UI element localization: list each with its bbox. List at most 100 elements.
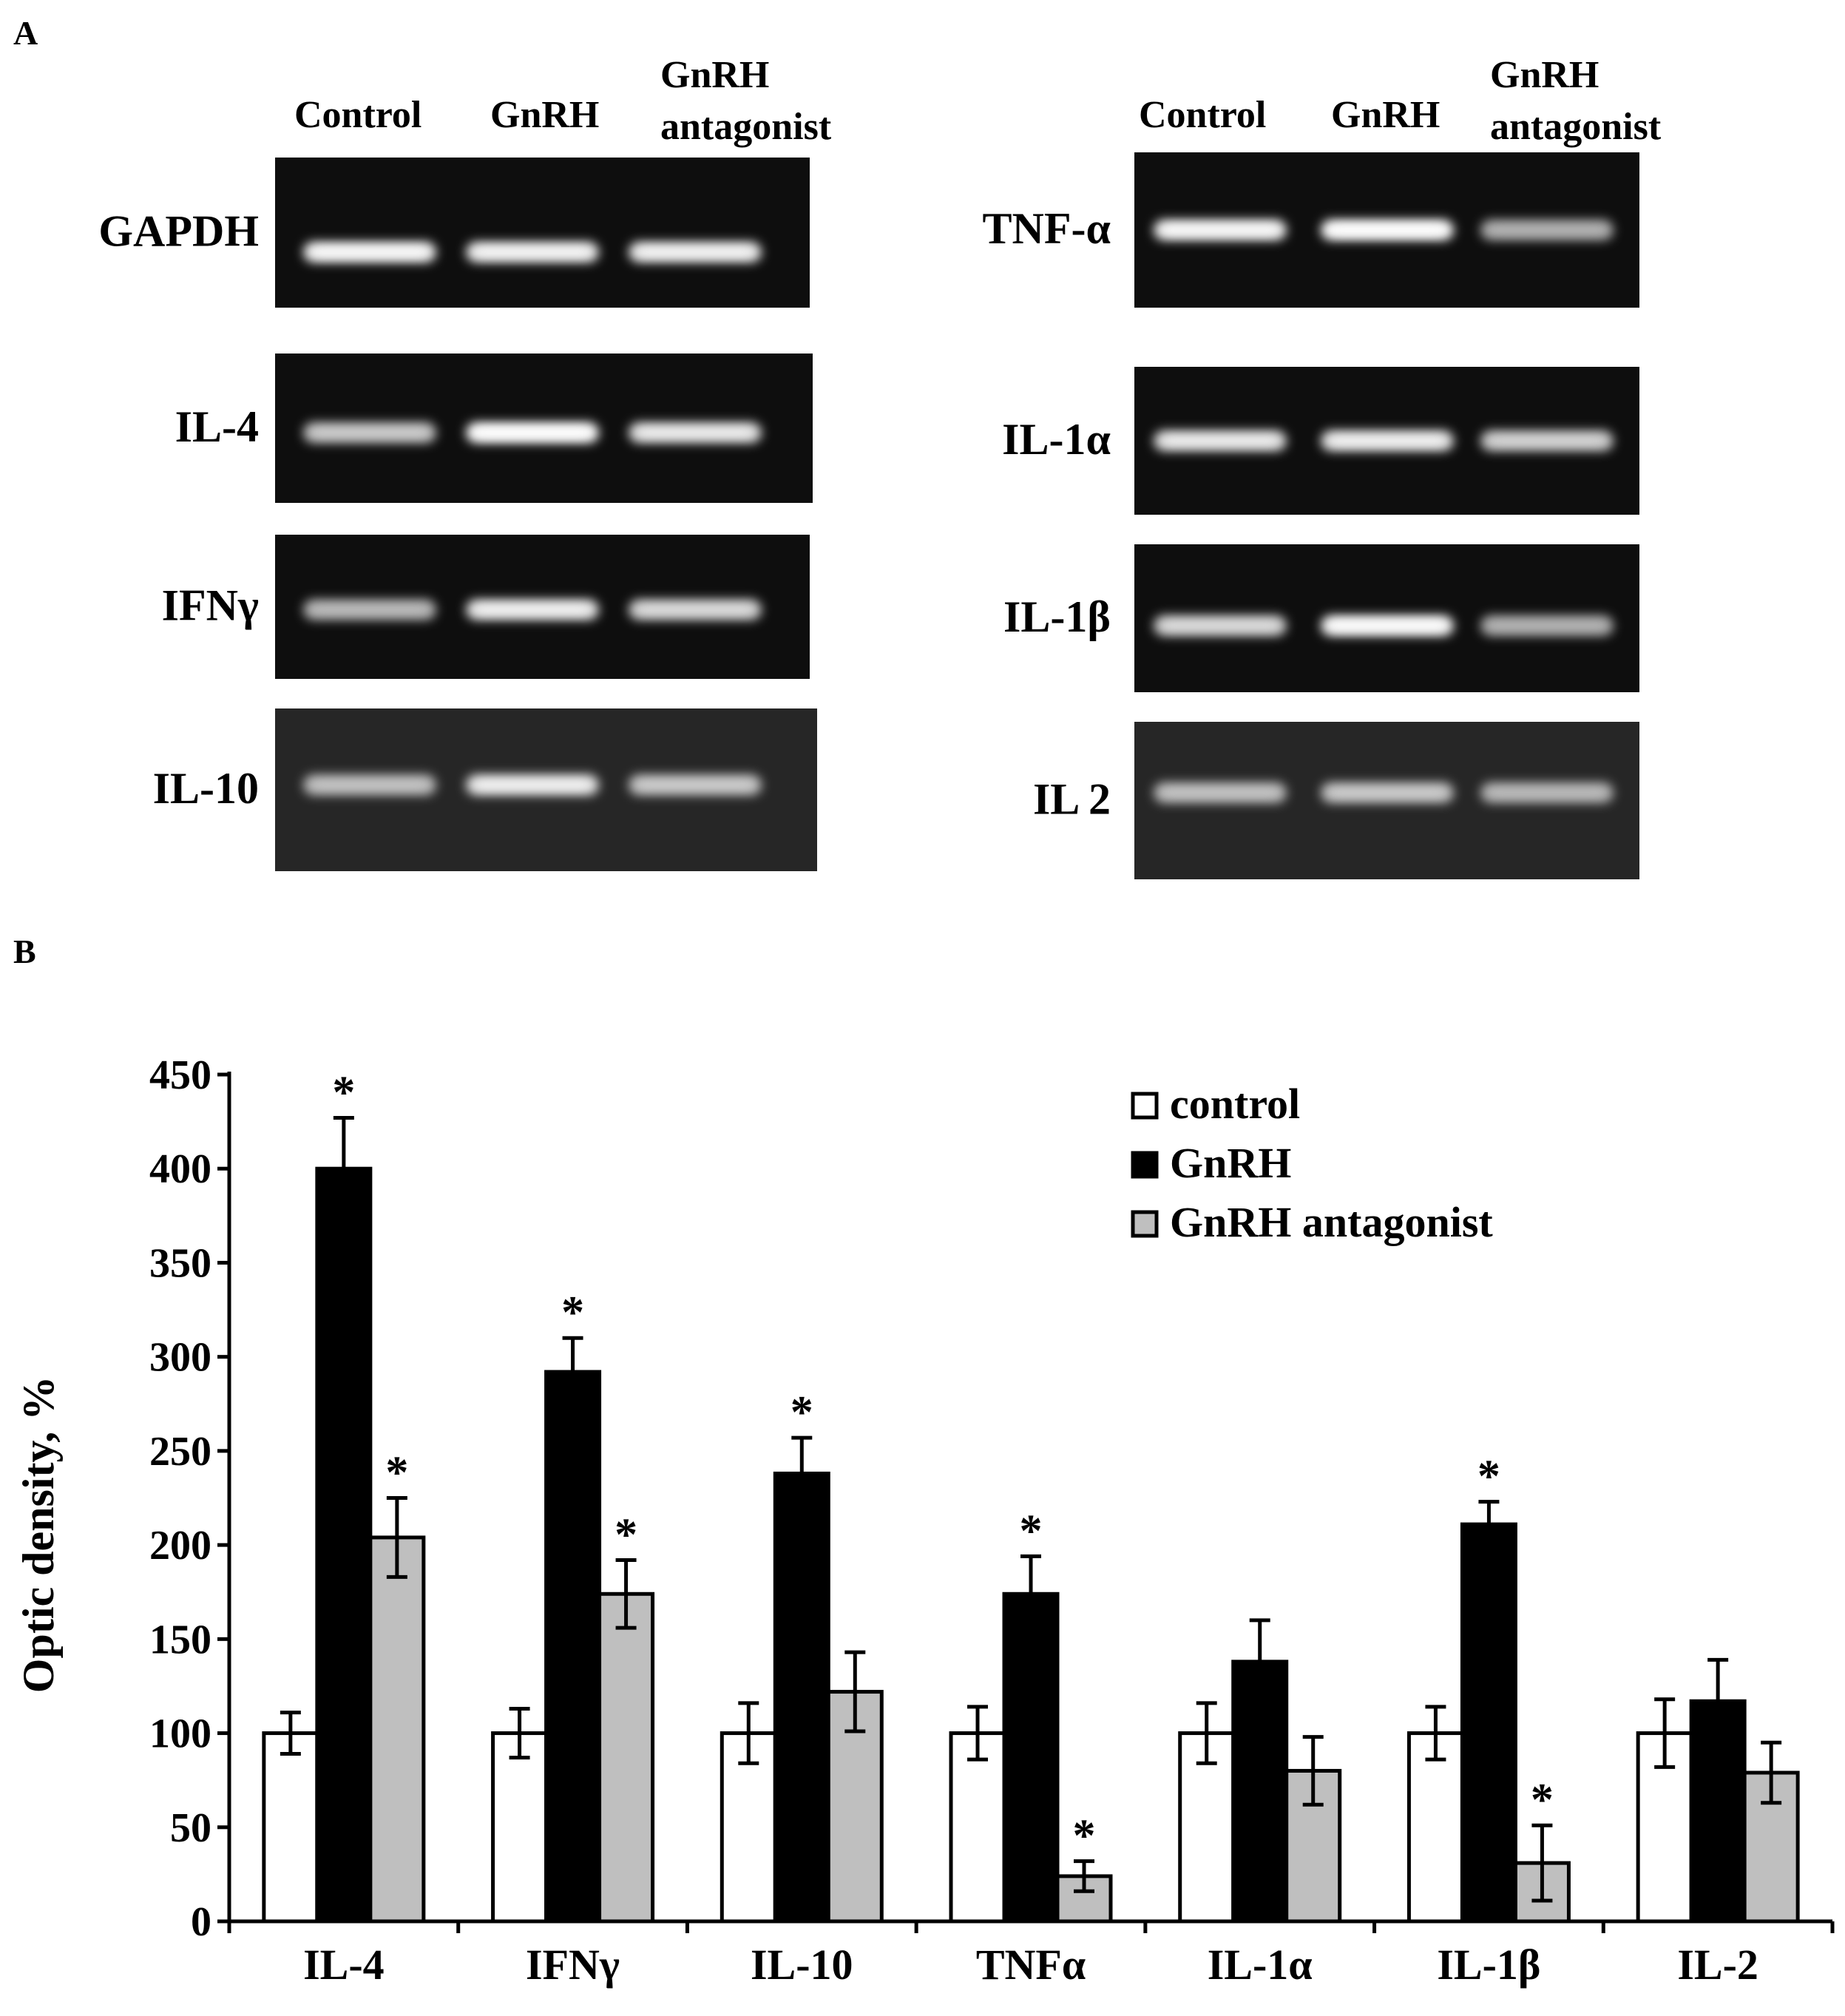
- bar-control-ifngamma: [491, 1731, 549, 1924]
- right-header-antagonist-line1: GnRH: [1490, 54, 1599, 96]
- x-tick-label-il-1beta: IL-1β: [1437, 1941, 1540, 1989]
- right-header-control: Control: [1139, 94, 1266, 136]
- y-tick-label: 50: [170, 1805, 211, 1851]
- significance-marker: *: [615, 1509, 637, 1560]
- legend-item-control: control: [1131, 1080, 1300, 1128]
- left-header-antagonist-line1: GnRH: [660, 54, 769, 96]
- gel-il-1alpha: IL-1α: [1002, 367, 1639, 515]
- bar-gnrh-il-10: [773, 1471, 830, 1924]
- gel-label-tnf-alpha: TNF-α: [983, 204, 1111, 253]
- gel-images: GAPDH IL-4 IFNγ IL-10 TNF-α IL-1α IL-1β IL 2: [98, 152, 1639, 879]
- panel-a-label: A: [13, 14, 38, 52]
- gel-ifngamma: IFNγ: [162, 535, 810, 679]
- significance-marker: *: [561, 1288, 584, 1338]
- gel-band-core: [1331, 436, 1443, 445]
- gel-band-core: [639, 605, 751, 615]
- bar-group-il-4: * * IL-4: [262, 1068, 426, 1989]
- gel-band-core: [639, 247, 751, 257]
- left-header-gnrh: GnRH: [490, 94, 599, 136]
- bar-control-tnfalpha: [949, 1731, 1006, 1924]
- y-tick-label: 450: [149, 1052, 211, 1098]
- gel-band-core: [1331, 226, 1443, 234]
- gel-band-core: [314, 428, 426, 438]
- gel-il-1beta: IL-1β: [1003, 544, 1639, 692]
- gel-band-core: [1164, 436, 1276, 445]
- gel-band-core: [314, 780, 426, 790]
- gel-band-core: [1164, 226, 1276, 234]
- significance-marker: *: [1531, 1775, 1554, 1825]
- gel-band-core: [1164, 621, 1276, 630]
- bar-group-tnfalpha: * * TNFα: [949, 1506, 1113, 1989]
- y-tick-label: 0: [191, 1899, 211, 1945]
- significance-marker: *: [1477, 1452, 1500, 1502]
- bar-group-il-1beta: * * IL-1β: [1406, 1452, 1571, 1989]
- y-tick-label: 350: [149, 1240, 211, 1286]
- bar-gnrh-antagonist-ifngamma: [597, 1592, 655, 1924]
- significance-marker: *: [791, 1387, 813, 1438]
- gel-il-4: IL-4: [175, 354, 813, 503]
- gel-il-10: IL-10: [153, 708, 817, 871]
- gel-band-core: [1331, 788, 1443, 797]
- gel-band-core: [639, 428, 751, 438]
- gel-gapdh: GAPDH: [98, 158, 810, 308]
- x-tick-label-il-2: IL-2: [1677, 1941, 1758, 1989]
- significance-marker: *: [385, 1448, 408, 1498]
- gel-label-il-10: IL-10: [153, 764, 259, 813]
- legend-item-gnrh: GnRH: [1131, 1139, 1291, 1187]
- right-header-gnrh: GnRH: [1331, 94, 1440, 136]
- gel-band-core: [1491, 436, 1603, 445]
- gel-band-core: [1491, 788, 1603, 797]
- gel-band-core: [1491, 226, 1603, 234]
- right-header-antagonist-line2: antagonist: [1490, 106, 1662, 148]
- legend-swatch-control: [1131, 1092, 1159, 1120]
- bar-gnrh-il-1beta: [1460, 1522, 1517, 1924]
- bar-group-il-1alpha: IL-1α: [1178, 1618, 1342, 1989]
- y-tick-label: 400: [149, 1146, 211, 1192]
- panel-a: A Control GnRH GnRH antagonist Control G…: [13, 14, 1662, 879]
- bar-gnrh-tnfalpha: [1002, 1592, 1060, 1924]
- y-tick-label: 150: [149, 1617, 211, 1662]
- gel-il-2: IL 2: [1033, 722, 1639, 879]
- y-tick-label: 100: [149, 1711, 211, 1757]
- legend-swatch-gnrh: [1131, 1151, 1159, 1179]
- y-tick-label: 200: [149, 1523, 211, 1569]
- gel-band-core: [314, 247, 426, 257]
- x-tick-label-ifngamma: IFNγ: [526, 1941, 620, 1989]
- gel-band-core: [639, 780, 751, 790]
- bar-gnrh-il-4: [315, 1166, 373, 1924]
- bar-control-il-1beta: [1406, 1731, 1464, 1924]
- gel-label-il-1beta: IL-1β: [1003, 592, 1111, 641]
- legend: control GnRH GnRH antagonist: [1131, 1080, 1493, 1246]
- gel-band-core: [1491, 621, 1603, 630]
- gel-band-core: [314, 605, 426, 615]
- gel-label-gapdh: GAPDH: [98, 207, 259, 256]
- significance-marker: *: [1073, 1811, 1096, 1861]
- gel-label-il-2: IL 2: [1033, 775, 1111, 824]
- x-tick-label-il-1alpha: IL-1α: [1208, 1941, 1313, 1989]
- significance-marker: *: [332, 1068, 355, 1118]
- gel-band-core: [476, 428, 589, 438]
- gel-band-core: [476, 247, 589, 257]
- gel-background: [275, 158, 810, 308]
- gel-label-ifngamma: IFNγ: [162, 581, 259, 630]
- y-tick-label: 300: [149, 1335, 211, 1381]
- bar-gnrh-antagonist-il-4: [368, 1535, 426, 1924]
- x-tick-label-il-10: IL-10: [751, 1941, 853, 1989]
- gel-band-core: [1331, 621, 1443, 630]
- legend-item-antagonist: GnRH antagonist: [1131, 1198, 1493, 1246]
- bar-control-il-4: [262, 1731, 319, 1924]
- gel-tnf-alpha: TNF-α: [983, 152, 1639, 308]
- gel-band-core: [1164, 788, 1276, 797]
- bar-group-il-10: * IL-10: [720, 1387, 884, 1989]
- y-axis-label: Optic density, %: [14, 1376, 63, 1693]
- x-tick-label-il-4: IL-4: [303, 1941, 385, 1989]
- legend-label-antagonist: GnRH antagonist: [1170, 1198, 1493, 1246]
- y-tick-label: 250: [149, 1429, 211, 1475]
- significance-marker: *: [1020, 1506, 1043, 1556]
- bar-chart: 0 50 100 150 200 250 300 350 400 450 * * IL-4 * * IFNγ *…: [149, 1052, 1835, 1989]
- bar-gnrh-ifngamma: [544, 1370, 602, 1924]
- right-lane-headers: Control GnRH GnRH antagonist: [1139, 54, 1662, 148]
- gel-label-il-1alpha: IL-1α: [1002, 415, 1111, 464]
- bar-group-il-2: IL-2: [1636, 1657, 1800, 1989]
- panel-b-label: B: [13, 933, 36, 970]
